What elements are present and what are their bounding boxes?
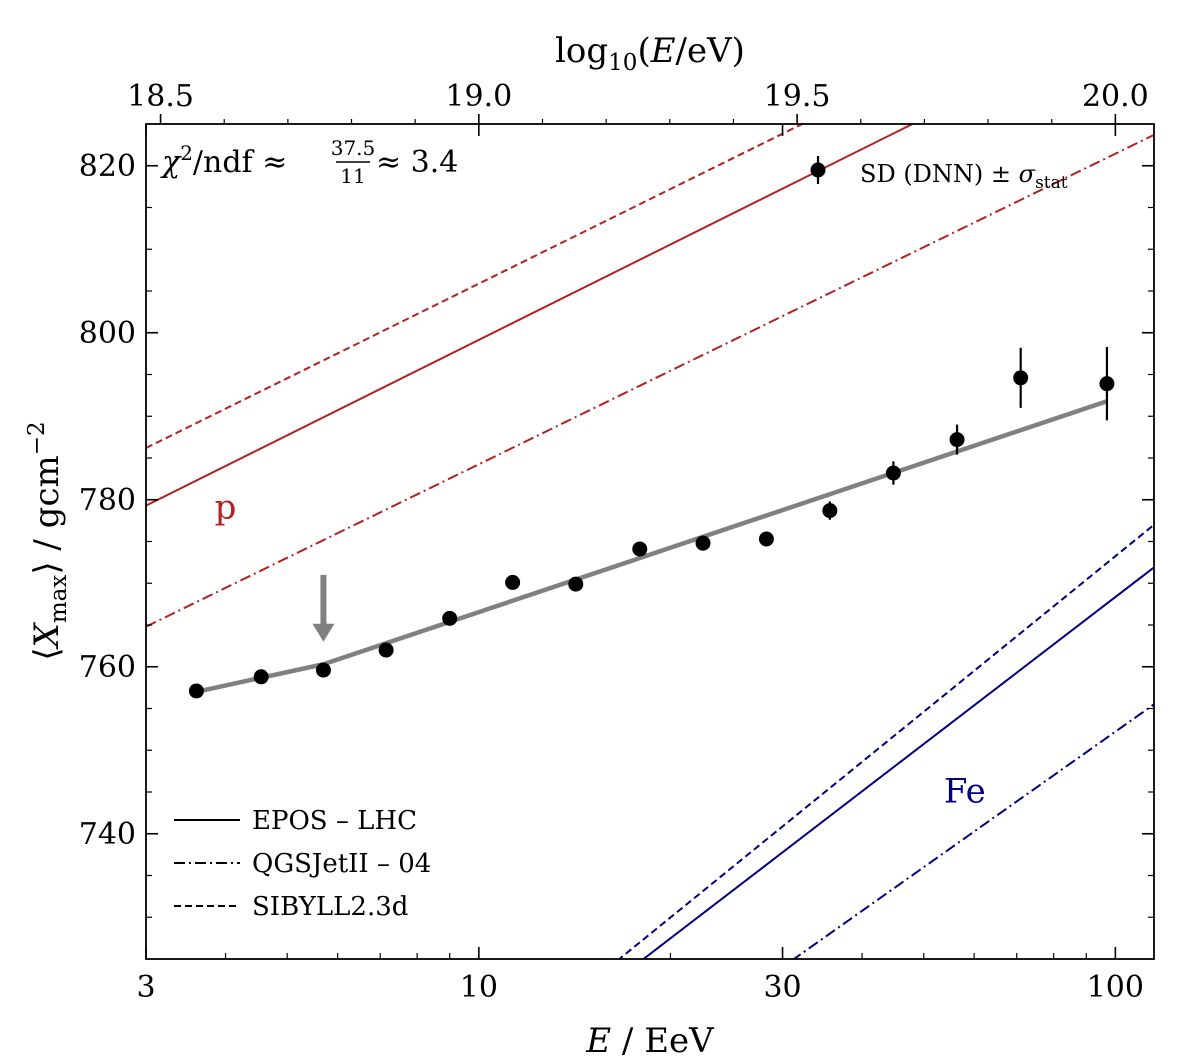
chi-denominator: 11 bbox=[340, 164, 365, 188]
data-point bbox=[885, 465, 901, 481]
chi-square-label: χ2/ndf ≈ bbox=[160, 141, 287, 180]
y-tick-label: 780 bbox=[79, 483, 136, 518]
chi-square-annotation: χ2/ndf ≈ 37.5 11 ≈ 3.4 bbox=[160, 136, 458, 188]
primary-label-fe: Fe bbox=[944, 771, 986, 811]
ticks: 3 10 30 100 18.5 19.0 19.5 20.0 740 760 780 800 820 bbox=[79, 79, 1154, 1005]
top-tick-label: 19.5 bbox=[764, 79, 831, 114]
x-tick-label: 100 bbox=[1087, 970, 1144, 1005]
data-point bbox=[505, 574, 521, 590]
x-tick-label: 3 bbox=[136, 970, 155, 1005]
data-point bbox=[822, 503, 838, 519]
model-line-fe-qgsjetii-04 bbox=[792, 703, 1154, 959]
data-point bbox=[568, 576, 584, 592]
break-marker-layer bbox=[312, 574, 335, 642]
data-legend: SD (DNN) ± σstat bbox=[810, 156, 1068, 193]
x-axis-label: E / EeV bbox=[585, 1021, 715, 1061]
y-tick-label: 800 bbox=[79, 316, 136, 351]
data-point bbox=[188, 683, 204, 699]
top-tick-label: 19.0 bbox=[445, 79, 512, 114]
y-tick-label: 820 bbox=[79, 149, 136, 184]
primary-labels: p Fe bbox=[215, 487, 986, 811]
top-axis-label: log10(E/eV) bbox=[555, 31, 745, 76]
chi-numerator: 37.5 bbox=[331, 136, 376, 160]
data-point bbox=[632, 541, 648, 557]
primary-label-p: p bbox=[215, 487, 237, 527]
legend-marker bbox=[810, 162, 826, 178]
model-legend: EPOS – LHC QGSJetII – 04 SIBYLL2.3d bbox=[174, 806, 431, 922]
data-point bbox=[378, 642, 394, 658]
data-point bbox=[1099, 376, 1115, 392]
legend-model-label: SIBYLL2.3d bbox=[252, 892, 408, 922]
model-lines bbox=[146, 124, 1154, 959]
fit-layer bbox=[195, 399, 1108, 694]
model-line-p-sibyll2-3d bbox=[146, 124, 805, 449]
x-tick-label: 10 bbox=[460, 970, 498, 1005]
top-tick-label: 18.5 bbox=[127, 79, 194, 114]
model-line-fe-sibyll2-3d bbox=[617, 524, 1154, 959]
chi-result: ≈ 3.4 bbox=[376, 145, 458, 180]
break-arrow-head bbox=[312, 623, 335, 642]
data-point bbox=[1013, 370, 1029, 386]
fit-line bbox=[195, 399, 1108, 694]
legend-data-label: SD (DNN) ± σstat bbox=[860, 160, 1068, 193]
data-points bbox=[188, 346, 1115, 699]
data-point bbox=[949, 432, 965, 448]
top-tick-label: 20.0 bbox=[1082, 79, 1149, 114]
model-line-p-qgsjetii-04 bbox=[146, 133, 1154, 628]
legend-model-label: EPOS – LHC bbox=[252, 806, 417, 836]
data-point bbox=[758, 531, 774, 547]
data-point bbox=[253, 669, 269, 685]
y-tick-label: 760 bbox=[79, 650, 136, 685]
model-line-p-epos-lhc bbox=[146, 124, 915, 507]
data-point bbox=[315, 662, 331, 678]
x-tick-label: 30 bbox=[763, 970, 801, 1005]
legend-model-label: QGSJetII – 04 bbox=[252, 849, 431, 879]
model-line-fe-epos-lhc bbox=[641, 566, 1154, 959]
y-tick-label: 740 bbox=[79, 817, 136, 852]
y-axis-label: ⟨Xmax⟩ / gcm−2 bbox=[24, 421, 72, 660]
data-point bbox=[695, 535, 711, 551]
data-point bbox=[442, 610, 458, 626]
